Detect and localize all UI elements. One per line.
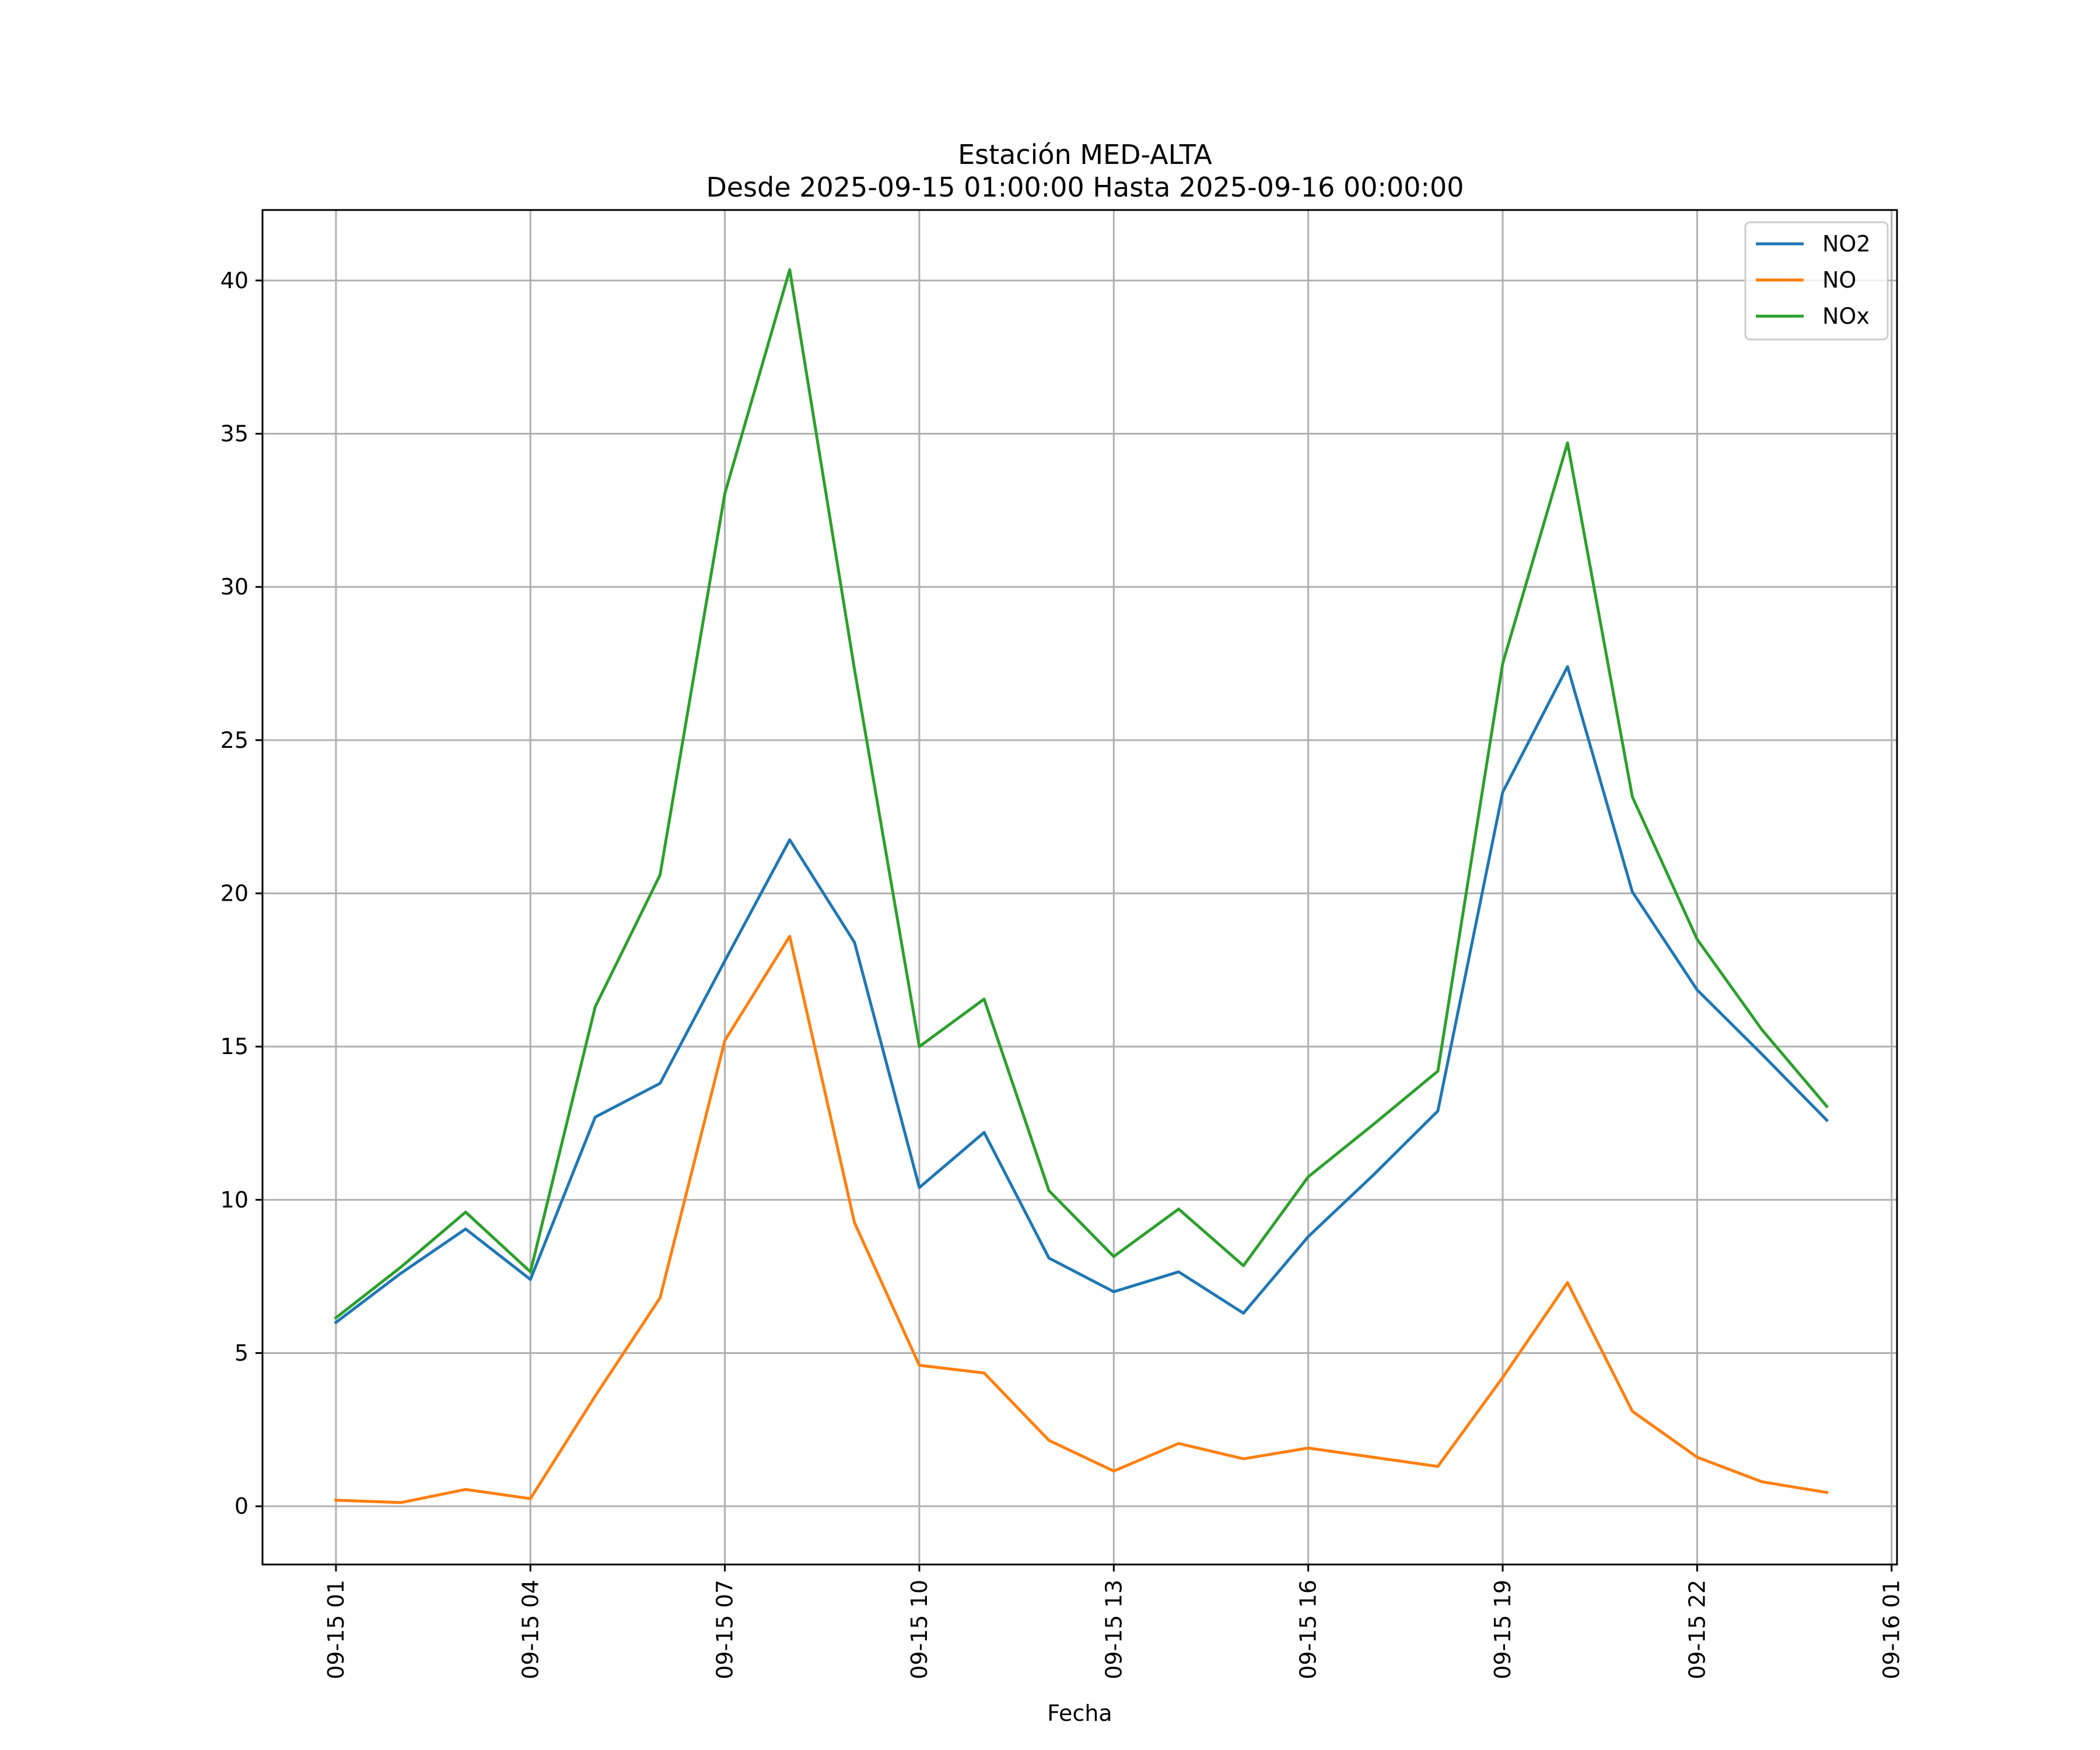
x-tick-label: 09-16 01 bbox=[1879, 1580, 1905, 1679]
x-axis-label: Fecha bbox=[1047, 1700, 1112, 1726]
series-lines bbox=[334, 268, 1829, 1504]
series-line-no2 bbox=[334, 665, 1829, 1325]
legend-label-no: NO bbox=[1822, 267, 1856, 293]
series-line-nox bbox=[334, 268, 1829, 1320]
grid bbox=[262, 210, 1897, 1564]
ticks: 0 5 10 15 20 25 30 35 40 09-15 01 09-15 04 09-15 07… bbox=[220, 268, 1905, 1679]
legend-box bbox=[1744, 221, 1889, 341]
y-tick-label: 35 bbox=[220, 421, 249, 446]
x-tick-label: 09-15 16 bbox=[1296, 1580, 1321, 1679]
y-tick-label: 10 bbox=[220, 1187, 249, 1213]
legend-label-no2: NO2 bbox=[1822, 231, 1871, 257]
y-tick-label: 25 bbox=[220, 727, 249, 753]
x-tick-label: 09-15 04 bbox=[517, 1580, 543, 1679]
x-tick-label: 09-15 10 bbox=[907, 1580, 932, 1679]
legend-label-nox: NOx bbox=[1822, 303, 1870, 329]
x-tick-label: 09-15 07 bbox=[712, 1580, 738, 1679]
y-tick-label: 5 bbox=[235, 1340, 249, 1366]
x-tick-label: 09-15 13 bbox=[1101, 1580, 1126, 1679]
y-tick-label: 40 bbox=[220, 268, 249, 293]
chart-title: Estación MED-ALTA bbox=[958, 139, 1212, 170]
y-tick-label: 20 bbox=[220, 881, 249, 907]
x-tick-label: 09-15 01 bbox=[323, 1580, 349, 1679]
legend: NO2 NO NOx bbox=[1744, 221, 1889, 341]
chart-subtitle: Desde 2025-09-15 01:00:00 Hasta 2025-09-… bbox=[706, 172, 1464, 203]
y-tick-label: 30 bbox=[220, 574, 249, 600]
x-tick-label: 09-15 19 bbox=[1490, 1580, 1516, 1679]
y-tick-label: 15 bbox=[220, 1034, 249, 1059]
x-tick-label: 09-15 22 bbox=[1684, 1580, 1710, 1679]
plot-area-frame bbox=[261, 209, 1898, 1566]
series-line-no bbox=[334, 935, 1829, 1504]
y-tick-label: 0 bbox=[235, 1493, 249, 1519]
